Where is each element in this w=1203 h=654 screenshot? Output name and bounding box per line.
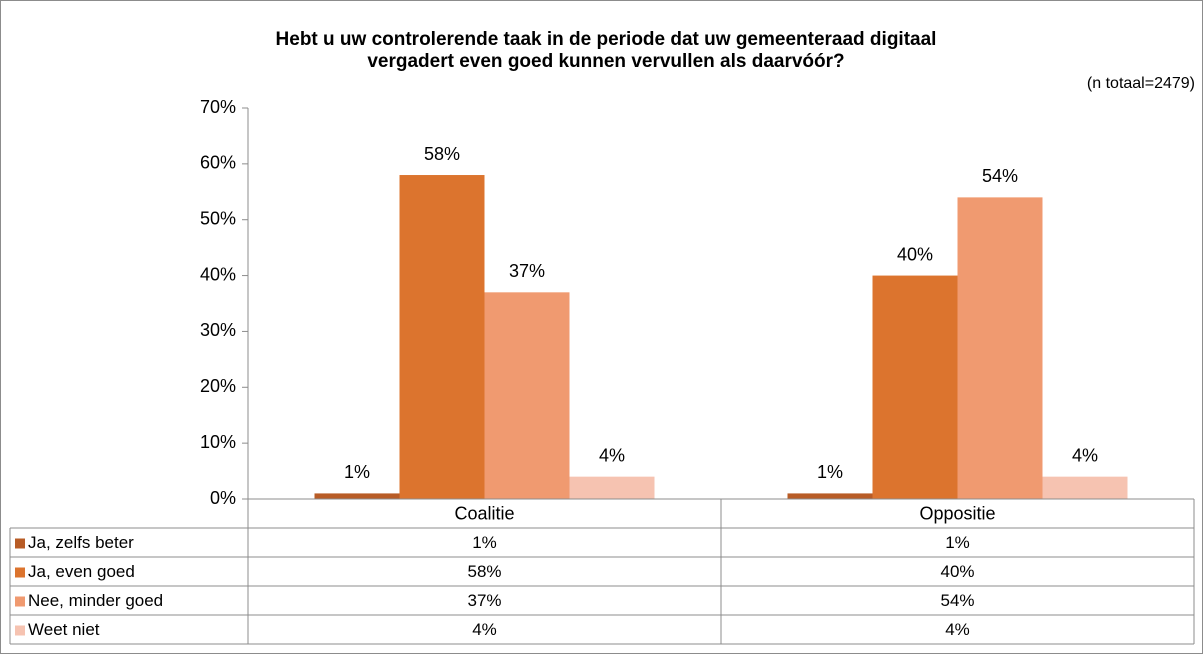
bar (314, 493, 400, 499)
y-tick-label: 20% (200, 376, 236, 396)
y-tick-label: 70% (200, 97, 236, 117)
legend-swatch (15, 538, 25, 549)
table-cell: 58% (467, 562, 501, 581)
y-tick-label: 60% (200, 153, 236, 173)
value-label: 58% (424, 144, 460, 164)
legend-label: Weet niet (28, 620, 100, 639)
bar (787, 493, 873, 499)
chart-title: Hebt u uw controlerende taak in de perio… (276, 29, 937, 50)
value-label: 1% (344, 462, 370, 482)
chart-subtitle: (n totaal=2479) (1087, 75, 1195, 92)
value-label: 4% (599, 445, 625, 465)
legend-label: Ja, even goed (28, 562, 135, 581)
table-cell: 4% (945, 620, 970, 639)
value-label: 37% (509, 261, 545, 281)
value-label: 4% (1072, 445, 1098, 465)
x-tick-label: Oppositie (919, 503, 995, 523)
chart-title: vergadert even goed kunnen vervullen als… (367, 51, 844, 72)
y-tick-label: 50% (200, 208, 236, 228)
bar (569, 476, 655, 499)
legend-swatch (15, 596, 25, 607)
legend-swatch (15, 625, 25, 636)
table-cell: 37% (467, 591, 501, 610)
table-cell: 1% (472, 533, 497, 552)
bar (484, 292, 570, 499)
y-tick-label: 10% (200, 432, 236, 452)
table-cell: 40% (940, 562, 974, 581)
y-tick-label: 40% (200, 264, 236, 284)
legend-label: Ja, zelfs beter (28, 533, 134, 552)
table-cell: 54% (940, 591, 974, 610)
value-label: 1% (817, 462, 843, 482)
table-cell: 1% (945, 533, 970, 552)
value-label: 54% (982, 166, 1018, 186)
bar (872, 275, 958, 499)
value-label: 40% (897, 244, 933, 264)
bar (1042, 476, 1128, 499)
bar (399, 175, 485, 499)
x-tick-label: Coalitie (454, 503, 514, 523)
y-tick-label: 0% (210, 488, 236, 508)
legend-label: Nee, minder goed (28, 591, 163, 610)
bar (957, 197, 1043, 499)
table-cell: 4% (472, 620, 497, 639)
y-tick-label: 30% (200, 320, 236, 340)
legend-swatch (15, 567, 25, 578)
